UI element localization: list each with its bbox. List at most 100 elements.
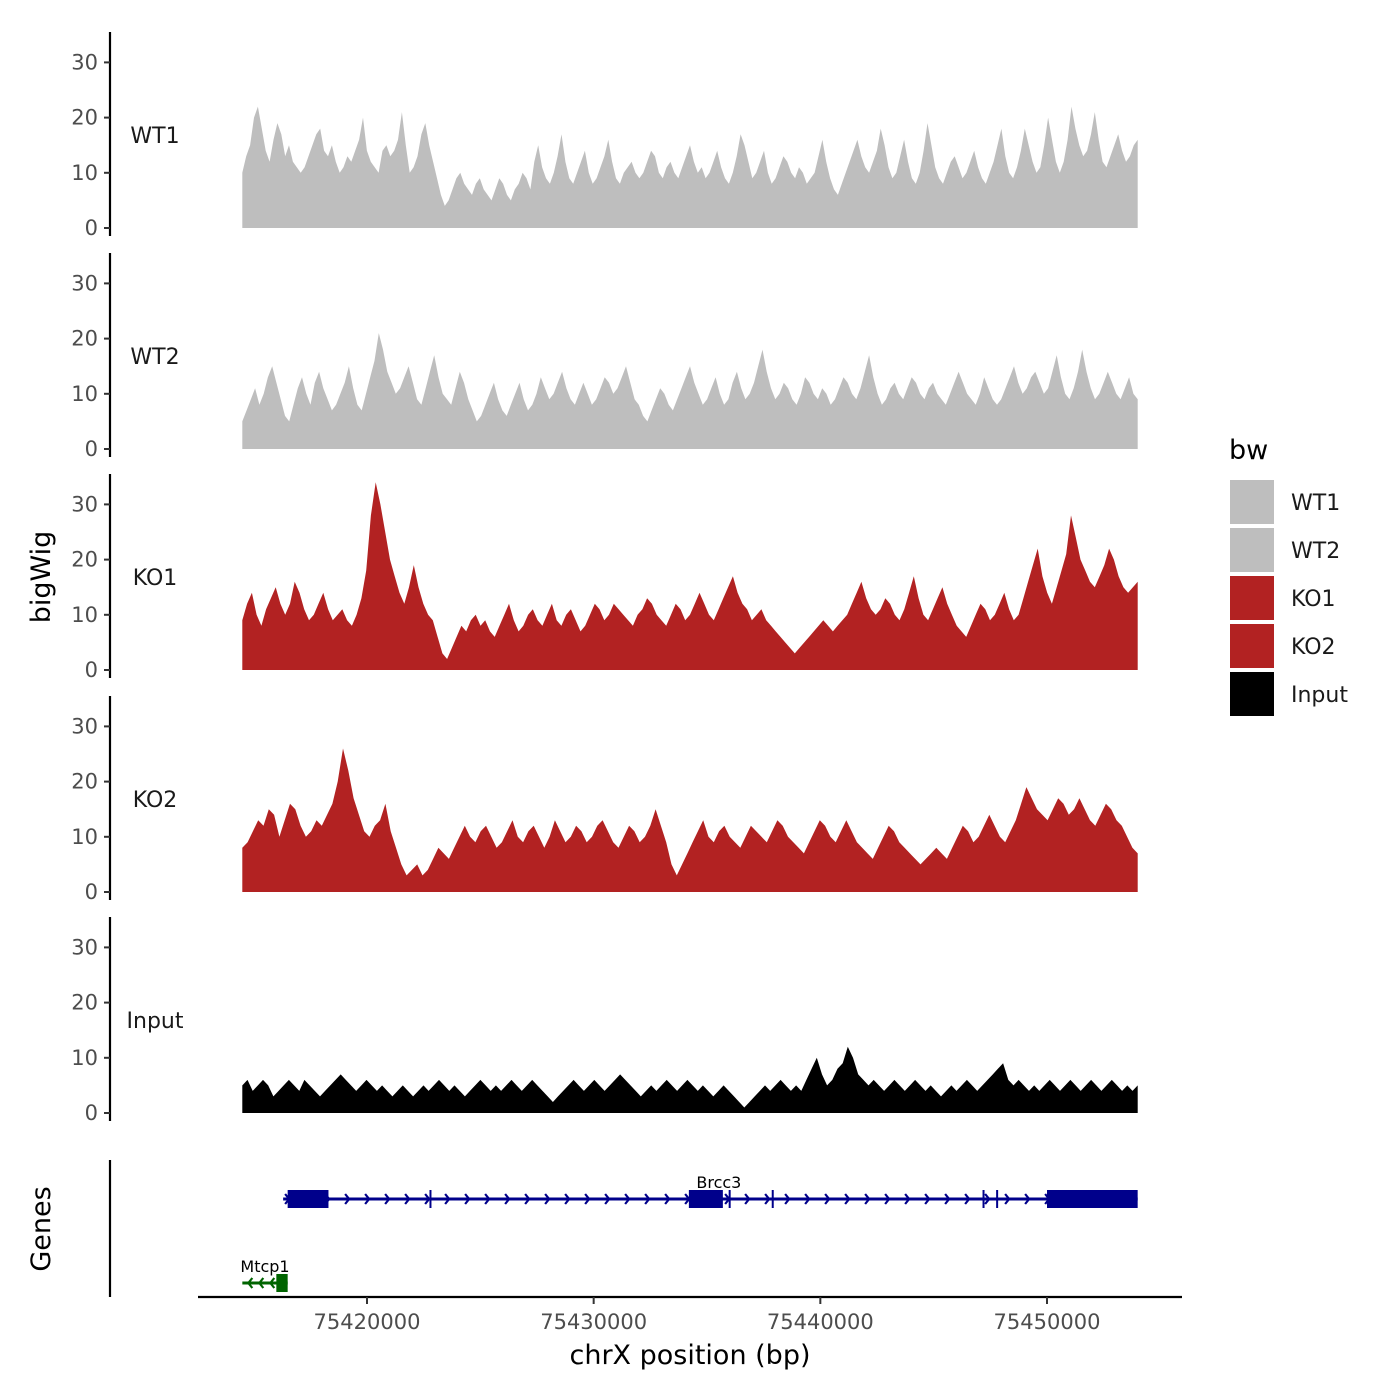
strand-arrow bbox=[384, 1193, 391, 1205]
y-tick-label: 20 bbox=[71, 770, 98, 794]
y-tick-label: 20 bbox=[71, 106, 98, 130]
strand-arrow bbox=[744, 1193, 751, 1205]
y-tick-label: 30 bbox=[71, 271, 98, 295]
strand-arrow bbox=[664, 1193, 671, 1205]
x-tick-label: 75450000 bbox=[994, 1310, 1101, 1334]
y-tick-label: 20 bbox=[71, 991, 98, 1015]
legend-label-wt1: WT1 bbox=[1291, 491, 1340, 516]
gene-label-brcc3: Brcc3 bbox=[696, 1173, 741, 1192]
track-label-wt1: WT1 bbox=[130, 124, 179, 149]
strand-arrow bbox=[504, 1193, 511, 1205]
legend-key-input bbox=[1230, 672, 1274, 716]
track-label-ko2: KO2 bbox=[133, 788, 178, 813]
y-tick-label: 20 bbox=[71, 327, 98, 351]
x-axis-title: chrX position (bp) bbox=[569, 1340, 810, 1371]
y-tick-label: 30 bbox=[71, 935, 98, 959]
y-tick-label: 30 bbox=[71, 714, 98, 738]
x-tick-label: 75430000 bbox=[540, 1310, 647, 1334]
strand-arrow bbox=[257, 1277, 265, 1289]
strand-arrow bbox=[964, 1193, 971, 1205]
track-area-ko2 bbox=[242, 748, 1138, 892]
strand-arrow bbox=[624, 1193, 631, 1205]
strand-arrow bbox=[424, 1193, 431, 1205]
strand-arrow bbox=[464, 1193, 471, 1205]
legend-title: bw bbox=[1229, 435, 1268, 466]
y-tick-label: 0 bbox=[85, 1101, 98, 1125]
track-area-input bbox=[242, 1046, 1138, 1113]
genes-panel: Brcc3 Mtcp1 bbox=[108, 1160, 1138, 1297]
strand-arrow bbox=[564, 1193, 571, 1205]
track-area-wt2 bbox=[242, 333, 1138, 449]
track-ko1: 0 10 20 30 KO1 bbox=[71, 474, 1138, 682]
strand-arrow bbox=[804, 1193, 811, 1205]
strand-arrow bbox=[924, 1193, 931, 1205]
legend-key-wt2 bbox=[1230, 528, 1274, 572]
strand-arrow bbox=[404, 1193, 411, 1205]
strand-arrow bbox=[484, 1193, 491, 1205]
strand-arrow bbox=[844, 1193, 851, 1205]
track-wt2: 0 10 20 30 WT2 bbox=[71, 253, 1138, 461]
track-area-ko1 bbox=[242, 482, 1138, 670]
strand-arrow bbox=[544, 1193, 551, 1205]
strand-arrow bbox=[444, 1193, 451, 1205]
x-axis: 75420000 75430000 75440000 75450000 bbox=[198, 1295, 1182, 1334]
y-tick-label: 0 bbox=[85, 880, 98, 904]
strand-arrow bbox=[584, 1193, 591, 1205]
gene-exon bbox=[287, 1190, 329, 1208]
y-tick-label: 20 bbox=[71, 548, 98, 572]
y-tick-label: 0 bbox=[85, 437, 98, 461]
y-axis-title: bigWig bbox=[26, 531, 57, 624]
gene-exon bbox=[1047, 1190, 1138, 1208]
gene-mtcp1: Mtcp1 bbox=[240, 1257, 290, 1292]
strand-arrow bbox=[524, 1193, 531, 1205]
legend: bw WT1 WT2 KO1 KO2 Input bbox=[1229, 435, 1348, 716]
y-tick-label: 10 bbox=[71, 1046, 98, 1070]
strand-arrow bbox=[824, 1193, 831, 1205]
y-tick-label: 10 bbox=[71, 825, 98, 849]
strand-arrow bbox=[1024, 1193, 1031, 1205]
y-tick-label: 30 bbox=[71, 492, 98, 516]
track-wt1: 0 10 20 30 WT1 bbox=[71, 32, 1138, 240]
x-tick-label: 75440000 bbox=[767, 1310, 874, 1334]
gene-brcc3: Brcc3 bbox=[283, 1173, 1138, 1208]
track-input: 0 10 20 30 Input bbox=[71, 917, 1138, 1125]
y-tick-label: 0 bbox=[85, 658, 98, 682]
strand-arrow bbox=[984, 1193, 991, 1205]
strand-arrow bbox=[268, 1277, 276, 1289]
legend-key-ko2 bbox=[1230, 624, 1274, 668]
legend-label-ko2: KO2 bbox=[1291, 635, 1336, 660]
gene-exon bbox=[688, 1190, 723, 1208]
legend-label-ko1: KO1 bbox=[1291, 587, 1336, 612]
strand-arrow bbox=[364, 1193, 371, 1205]
strand-arrow bbox=[764, 1193, 771, 1205]
y-tick-label: 30 bbox=[71, 50, 98, 74]
strand-arrow bbox=[1004, 1193, 1011, 1205]
track-label-wt2: WT2 bbox=[130, 345, 179, 370]
y-tick-label: 10 bbox=[71, 161, 98, 185]
strand-arrow bbox=[644, 1193, 651, 1205]
legend-key-ko1 bbox=[1230, 576, 1274, 620]
track-ko2: 0 10 20 30 KO2 bbox=[71, 696, 1138, 904]
strand-arrow bbox=[884, 1193, 891, 1205]
legend-label-input: Input bbox=[1291, 683, 1348, 708]
legend-label-wt2: WT2 bbox=[1291, 539, 1340, 564]
strand-arrow bbox=[944, 1193, 951, 1205]
strand-arrow bbox=[246, 1277, 254, 1289]
gene-exon bbox=[276, 1274, 288, 1292]
genes-axis-title: Genes bbox=[26, 1186, 57, 1271]
track-label-input: Input bbox=[127, 1009, 184, 1034]
legend-key-wt1 bbox=[1230, 480, 1274, 524]
x-tick-label: 75420000 bbox=[314, 1310, 421, 1334]
strand-arrow bbox=[784, 1193, 791, 1205]
y-tick-label: 0 bbox=[85, 216, 98, 240]
gene-label-mtcp1: Mtcp1 bbox=[240, 1257, 289, 1276]
track-label-ko1: KO1 bbox=[133, 566, 178, 591]
strand-arrow bbox=[604, 1193, 611, 1205]
strand-arrow bbox=[904, 1193, 911, 1205]
y-tick-label: 10 bbox=[71, 382, 98, 406]
track-area-wt1 bbox=[242, 106, 1138, 228]
y-tick-label: 10 bbox=[71, 603, 98, 627]
strand-arrow bbox=[344, 1193, 351, 1205]
strand-arrow bbox=[864, 1193, 871, 1205]
